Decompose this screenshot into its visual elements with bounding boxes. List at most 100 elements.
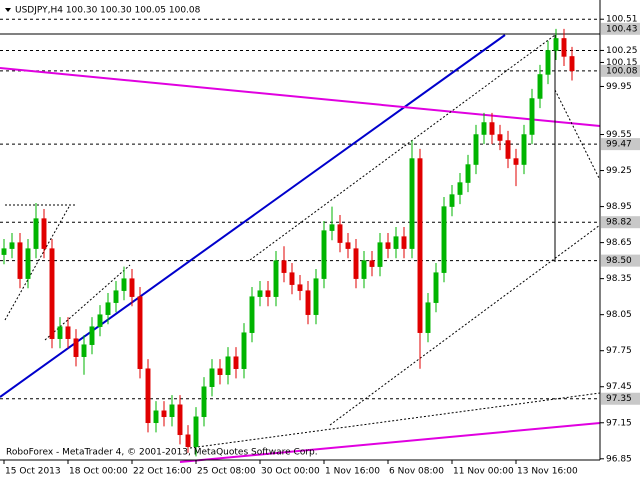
candle-body [369, 260, 375, 267]
candle-body [401, 236, 407, 249]
candle-body [9, 242, 15, 249]
level-label: 100.08 [606, 66, 638, 76]
candle-body [81, 344, 87, 357]
x-tick-label: 18 Oct 00:00 [69, 467, 128, 477]
candle-body [105, 302, 111, 315]
candle-body [257, 290, 263, 297]
y-tick-label: 99.25 [606, 166, 632, 176]
candle-body [385, 242, 391, 249]
candle-body [33, 218, 39, 249]
footer: RoboForex - MetaTrader 4, © 2001-2013, M… [6, 448, 318, 458]
channel-line [189, 392, 601, 449]
candle-body [417, 158, 423, 333]
candle-body [441, 206, 447, 273]
candle-body [561, 38, 567, 57]
candle-body [265, 290, 271, 297]
candle-body [225, 356, 231, 375]
candle-body [233, 356, 239, 369]
channel-line [249, 34, 556, 261]
y-tick-label: 97.75 [606, 346, 632, 356]
level-label-box [601, 138, 640, 151]
level-label-box [601, 64, 640, 77]
y-tick-label: 96.85 [606, 454, 632, 464]
candle-body [209, 368, 215, 387]
y-tick-label: 98.05 [606, 310, 632, 320]
candle-body [249, 296, 255, 333]
trend-line [179, 422, 601, 463]
candle-body [129, 278, 135, 297]
candle-body [353, 248, 359, 279]
candle-body [473, 134, 479, 165]
level-label: 98.82 [606, 218, 632, 228]
candle-body [545, 50, 551, 75]
chart-title: USDJPY,H4 100.30 100.30 100.05 100.08 [15, 6, 201, 16]
y-tick-label: 98.65 [606, 238, 632, 248]
level-label-box [601, 254, 640, 267]
candle-body [465, 164, 471, 183]
candle-body [169, 404, 175, 418]
candle-body [345, 242, 351, 249]
candle-body [161, 410, 167, 418]
candle-body [113, 290, 119, 303]
y-tick-label: 98.35 [606, 274, 632, 284]
channel-line [44, 264, 131, 341]
candle-body [393, 236, 399, 249]
candle-body [41, 218, 47, 249]
x-tick-label: 30 Oct 00:00 [261, 467, 320, 477]
candle-body [177, 404, 183, 436]
candle-body [537, 74, 543, 99]
y-tick-label: 100.51 [606, 15, 638, 25]
y-tick-label: 99.55 [606, 130, 632, 140]
level-label: 99.47 [606, 140, 632, 150]
candle-body [273, 260, 279, 297]
candle-body [241, 332, 247, 369]
candle-body [137, 296, 143, 369]
y-tick-label: 97.15 [606, 418, 632, 428]
candle-body [377, 242, 383, 267]
candle-body [329, 224, 335, 231]
x-tick-label: 1 Nov 16:00 [325, 467, 380, 477]
candle-body [513, 158, 519, 165]
candle-body [425, 302, 431, 333]
candle-body [185, 434, 191, 448]
menu-arrow[interactable] [5, 8, 11, 12]
x-tick-label: 6 Nov 08:00 [389, 467, 444, 477]
candle-body [65, 326, 71, 339]
candle-body [1, 248, 7, 255]
candle-body [313, 278, 319, 315]
candle-body [337, 224, 343, 243]
candle-body [281, 260, 287, 273]
y-tick-label: 100.15 [606, 58, 638, 68]
candle-body [297, 284, 303, 291]
drawings [0, 33, 601, 463]
candle-body [49, 248, 55, 339]
candle-body [17, 242, 23, 279]
candle-body [305, 290, 311, 315]
candle-body [481, 122, 487, 135]
candle-body [193, 416, 199, 448]
x-tick-label: 15 Oct 2013 [5, 467, 61, 477]
candle-body [97, 314, 103, 327]
candle-body [449, 194, 455, 207]
candle-body [145, 368, 151, 424]
candle-body [361, 260, 367, 279]
x-tick-label: 22 Oct 16:00 [133, 467, 192, 477]
candle-body [489, 122, 495, 135]
candle-body [433, 272, 439, 303]
candle-body [289, 272, 295, 285]
y-tick-label: 98.95 [606, 202, 632, 212]
candle-body [201, 386, 207, 418]
x-tick-label: 11 Nov 00:00 [453, 467, 514, 477]
candle-body [409, 158, 415, 249]
candle-body [25, 248, 31, 279]
level-label: 98.50 [606, 256, 632, 266]
level-label-box [601, 392, 640, 405]
candle-body [89, 326, 95, 345]
candle-body [529, 98, 535, 135]
candle-body [521, 134, 527, 165]
level-label-box [601, 22, 640, 35]
candle-body [57, 326, 63, 339]
